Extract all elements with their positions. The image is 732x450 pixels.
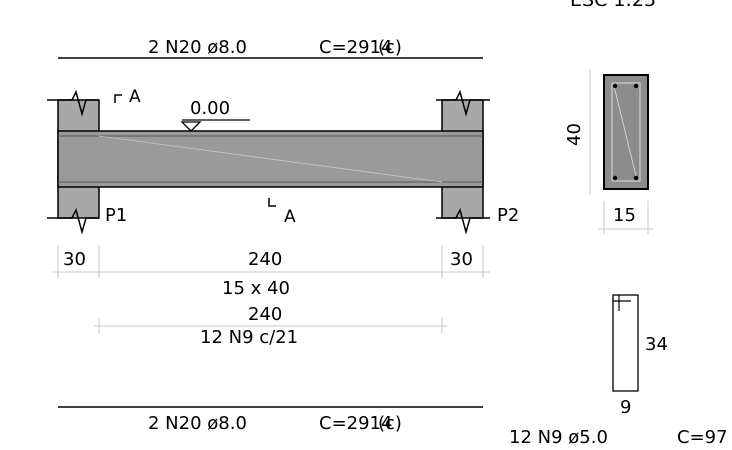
- level-label: 0.00: [190, 98, 230, 119]
- stirrup-height-label: 34: [645, 334, 668, 355]
- section-mark-top: A: [129, 87, 141, 107]
- support-right-label: P2: [497, 205, 519, 226]
- section-width-label: 15: [613, 205, 636, 226]
- stirrup-bar-spec: 12 N9 ø5.0: [509, 427, 608, 448]
- dimension-chain: 30 240 30: [52, 245, 490, 278]
- stirrup-distribution: 240 12 N9 c/21: [94, 304, 447, 348]
- cross-section-outline: [603, 74, 649, 190]
- stirrup-detail-shape: [612, 294, 639, 392]
- cross-section: 40 15: [564, 70, 653, 234]
- top-bar-length-overlay: (c): [378, 37, 402, 58]
- stirrup-span-label: 240: [248, 304, 282, 325]
- beam-section-label: 15 x 40: [222, 278, 290, 299]
- stirrup-detail: 34 9 12 N9 ø5.0 C=97: [509, 294, 728, 448]
- rebar-top-right: [633, 83, 639, 89]
- bottom-bar-length: C=2914: [319, 413, 392, 434]
- dimension-left: 30: [63, 249, 86, 270]
- break-line-left-top: [47, 89, 99, 117]
- break-line-right-top: [436, 89, 490, 117]
- stirrup-width-label: 9: [620, 397, 631, 418]
- bottom-bar-length-overlay: (c): [378, 413, 402, 434]
- break-line-right-bottom: [436, 207, 490, 235]
- beam-diagonal-hatch: [98, 135, 443, 183]
- rebar-top-left: [612, 83, 618, 89]
- dimension-right: 30: [450, 249, 473, 270]
- top-bar-spec: 2 N20 ø8.0: [148, 37, 247, 58]
- dimension-center: 240: [248, 249, 282, 270]
- level-triangle: [180, 121, 202, 132]
- rebar-bottom-left: [612, 175, 618, 181]
- section-height-label: 40: [564, 123, 585, 146]
- rebar-bottom-right: [633, 175, 639, 181]
- stirrup-bar-length: C=97: [677, 427, 728, 448]
- bottom-bar-callout: 2 N20 ø8.0 C=2914 (c): [58, 406, 483, 434]
- scale-label: ESC 1:25: [570, 0, 656, 11]
- bottom-bar-spec: 2 N20 ø8.0: [148, 413, 247, 434]
- cross-section-stirrup: [611, 82, 641, 182]
- break-line-left-bottom: [47, 207, 99, 235]
- section-mark-bottom-bracket: [268, 198, 276, 207]
- top-bar-length: C=2914: [319, 37, 392, 58]
- level-marker: 0.00: [180, 98, 250, 132]
- top-bar-callout: 2 N20 ø8.0 C=2914 (c): [58, 37, 483, 59]
- support-left-label: P1: [105, 205, 127, 226]
- section-mark-top-bracket: [114, 94, 122, 103]
- section-mark-bottom: A: [284, 207, 296, 227]
- stirrup-spec-label: 12 N9 c/21: [200, 327, 298, 348]
- cross-section-hook: [613, 85, 637, 177]
